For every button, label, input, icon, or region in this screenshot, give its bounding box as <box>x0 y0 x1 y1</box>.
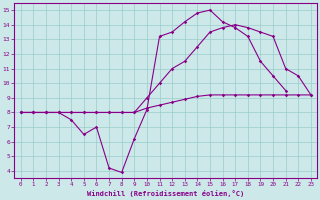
X-axis label: Windchill (Refroidissement éolien,°C): Windchill (Refroidissement éolien,°C) <box>87 190 244 197</box>
